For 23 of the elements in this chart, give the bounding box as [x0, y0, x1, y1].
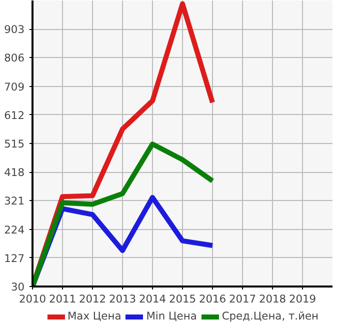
x-tick-label: 2015: [168, 292, 196, 306]
x-tick-label: 2017: [228, 292, 256, 306]
x-tick-label: 2012: [78, 292, 106, 306]
x-tick-label: 2013: [108, 292, 136, 306]
y-tick-label: 903: [4, 23, 25, 36]
y-tick-label: 127: [4, 252, 25, 265]
y-tick-label: 515: [4, 138, 25, 150]
x-tick-label: 2014: [138, 292, 166, 306]
y-tick-label: 224: [4, 223, 25, 236]
y-tick-label: 612: [4, 108, 25, 122]
legend-label: Min Цена: [146, 310, 197, 322]
x-tick-label: 2019: [288, 292, 316, 306]
x-tick-label: 2016: [198, 292, 226, 306]
y-tick-label: 418: [4, 166, 25, 180]
legend-label: Сред.Цена, т.йен: [222, 310, 319, 322]
y-tick-label: 321: [4, 194, 25, 208]
y-tick-label: 709: [4, 80, 25, 94]
legend-label: Max Цена: [67, 310, 122, 322]
y-tick-label: 806: [4, 52, 25, 65]
y-tick-label: 30: [10, 280, 25, 294]
x-tick-label: 2018: [258, 292, 286, 306]
x-tick-label: 2010: [18, 292, 46, 306]
x-tick-label: 2011: [48, 292, 76, 306]
